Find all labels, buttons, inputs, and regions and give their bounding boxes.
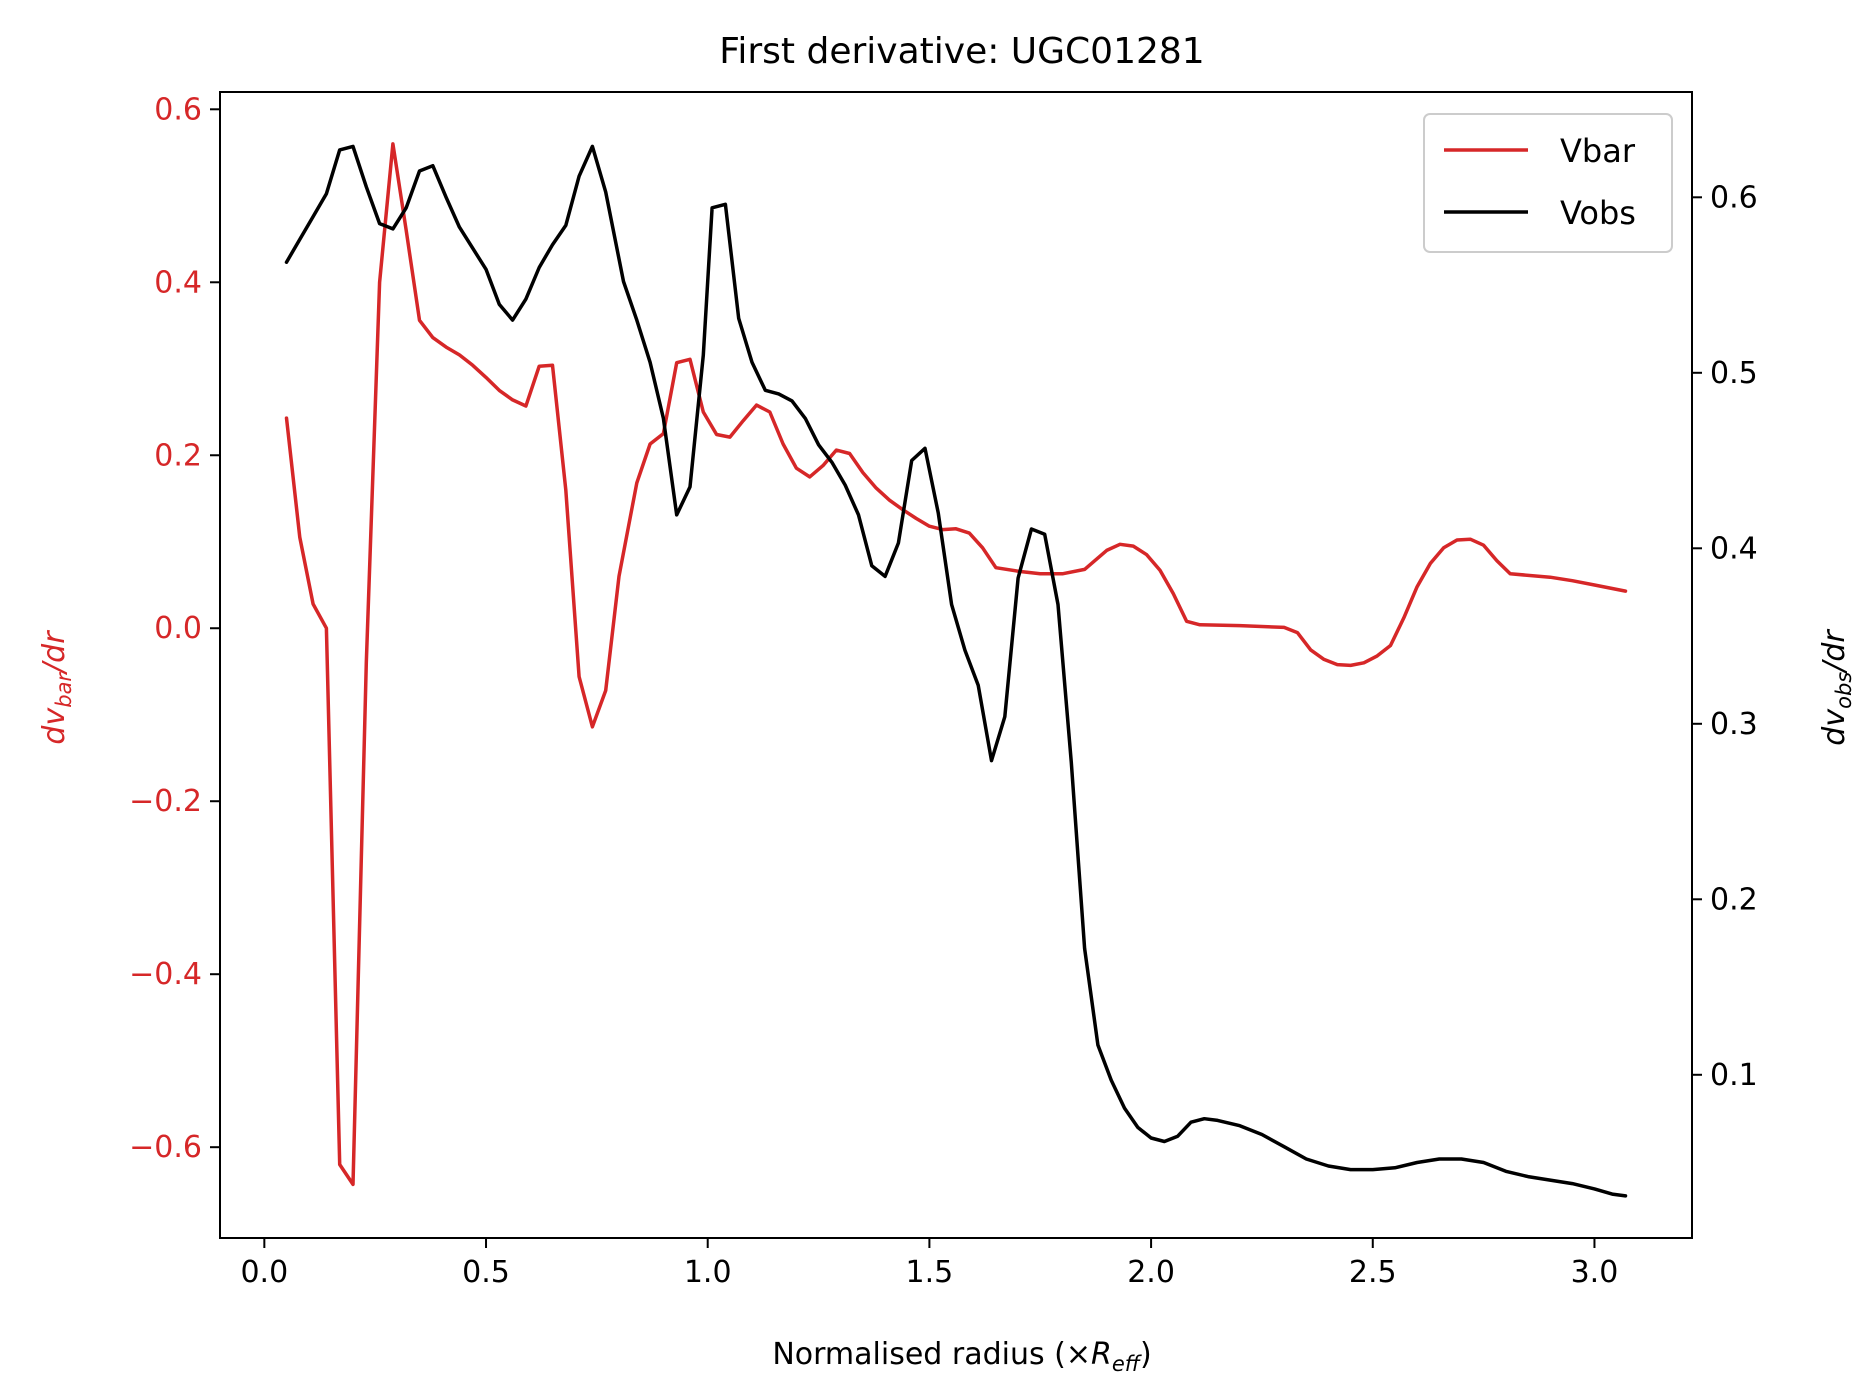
legend: Vbar Vobs (1423, 113, 1673, 253)
series-layer (284, 142, 1628, 1198)
y-left-tick-label: 0.4 (154, 265, 202, 300)
x-tick-label: 2.0 (1127, 1255, 1175, 1290)
x-tick-label: 0.5 (462, 1255, 510, 1290)
y-right-tick-label: 0.5 (1710, 356, 1758, 391)
series-line-vobs (284, 144, 1628, 1198)
y-left-tick-label: 0.2 (154, 438, 202, 473)
y-right-tick-label: 0.3 (1710, 707, 1758, 742)
x-tick-label: 2.5 (1349, 1255, 1397, 1290)
y-axis-right-label: dvobs/dr (1817, 629, 1856, 746)
x-tick-label: 0.0 (240, 1255, 288, 1290)
y-left-tick-label: 0.0 (154, 611, 202, 646)
y-left-tick-label: −0.4 (129, 957, 202, 992)
x-axis-label: Normalised radius (×Reff) (772, 1337, 1151, 1376)
legend-label-vbar: Vbar (1560, 132, 1636, 170)
series-line-vbar (284, 142, 1628, 1187)
y-axis-left-label: dvbar/dr (37, 630, 76, 745)
x-tick-label: 1.0 (684, 1255, 732, 1290)
y-right-tick-label: 0.2 (1710, 882, 1758, 917)
x-tick-label: 1.5 (906, 1255, 954, 1290)
y-right-tick-label: 0.4 (1710, 531, 1758, 566)
x-axis: 0.0 0.5 1.0 1.5 2.0 2.5 3.0 (240, 1238, 1618, 1290)
y-left-tick-label: 0.6 (154, 92, 202, 127)
x-tick-label: 3.0 (1571, 1255, 1619, 1290)
y-right-tick-label: 0.6 (1710, 180, 1758, 215)
plot-frame (219, 91, 1693, 1239)
legend-label-vobs: Vobs (1560, 194, 1636, 232)
y-left-tick-label: −0.6 (129, 1130, 202, 1165)
y-right-tick-label: 0.1 (1710, 1058, 1758, 1093)
y-axis-left: 0.6 0.4 0.2 0.0 −0.2 −0.4 −0.6 (129, 92, 220, 1165)
y-left-tick-label: −0.2 (129, 784, 202, 819)
y-axis-right: 0.6 0.5 0.4 0.3 0.2 0.1 (1692, 180, 1758, 1093)
chart-title: First derivative: UGC01281 (719, 31, 1204, 72)
